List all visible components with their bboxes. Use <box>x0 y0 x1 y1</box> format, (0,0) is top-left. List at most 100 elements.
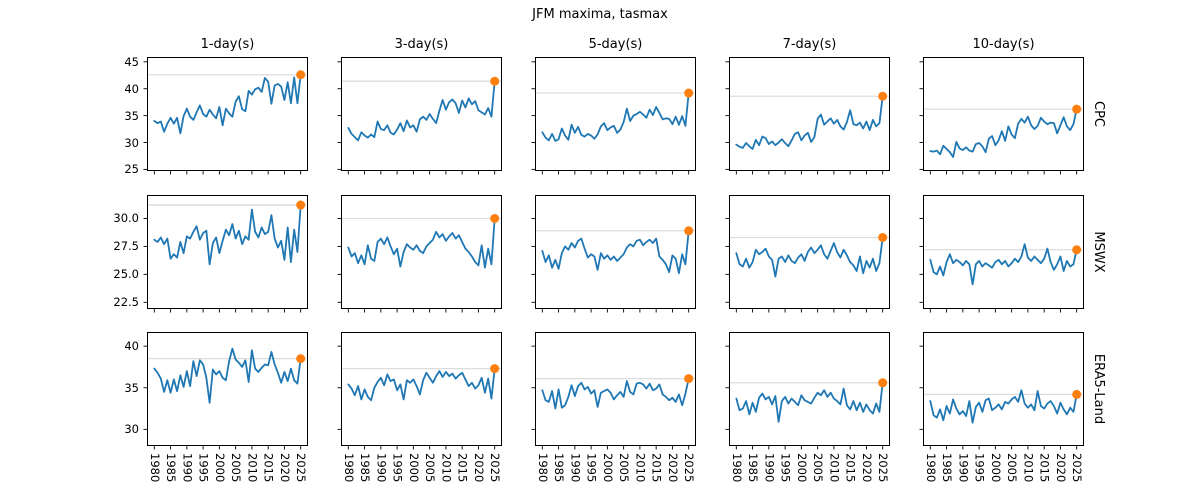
axes-frame <box>923 195 1084 309</box>
latest-point-marker <box>490 213 500 223</box>
x-tick-label: 2025 <box>682 453 697 483</box>
y-tick-label: 25 <box>124 162 139 177</box>
y-tick-label: 22.5 <box>113 295 139 310</box>
y-tick-label: 30 <box>124 422 139 437</box>
series-line <box>929 108 1078 158</box>
axes-frame <box>147 195 308 309</box>
x-tick-label: 2025 <box>1070 453 1085 483</box>
panel-cpc-10-day-s <box>919 57 1084 175</box>
panel-mswx-1-day-s <box>143 195 308 313</box>
col-title-5-day-s: 5-day(s) <box>588 37 643 52</box>
row-label-cpc: CPC <box>1091 101 1106 127</box>
y-tick-label: 25.0 <box>113 267 139 282</box>
x-tick-label: 1985 <box>552 453 567 483</box>
panel-mswx-5-day-s <box>531 195 696 313</box>
latest-point-marker <box>490 364 500 374</box>
x-tick-label: 1985 <box>940 453 955 483</box>
x-tick-label: 2000 <box>794 453 809 483</box>
series-line <box>735 95 884 150</box>
latest-point-marker <box>1072 245 1082 255</box>
x-tick-label: 1990 <box>180 453 195 483</box>
x-tick-label: 1995 <box>390 453 405 483</box>
x-tick-label: 2010 <box>439 453 454 483</box>
panel-mswx-10-day-s <box>919 195 1084 313</box>
series-line <box>153 347 302 404</box>
axes-frame <box>147 57 308 171</box>
x-tick-label: 1995 <box>972 453 987 483</box>
x-tick-label: 2020 <box>1053 453 1068 483</box>
x-tick-label: 1995 <box>778 453 793 483</box>
latest-point-marker <box>490 76 500 86</box>
panel-cpc-5-day-s <box>531 57 696 175</box>
x-tick-label: 2010 <box>633 453 648 483</box>
y-tick-label: 35 <box>124 380 139 395</box>
x-tick-label: 1985 <box>358 453 373 483</box>
series-line <box>541 229 690 275</box>
x-tick-label: 2000 <box>988 453 1003 483</box>
figure-title: JFM maxima, tasmax <box>532 7 668 22</box>
x-tick-label: 1980 <box>341 453 356 483</box>
axes-frame <box>729 57 890 171</box>
x-tick-label: 1995 <box>196 453 211 483</box>
x-tick-label: 2020 <box>277 453 292 483</box>
y-tick-label: 45 <box>124 54 139 69</box>
x-tick-label: 2020 <box>471 453 486 483</box>
y-tick-label: 27.5 <box>113 239 139 254</box>
axes-frame <box>729 195 890 309</box>
panel-era5-land-7-day-s <box>725 332 890 450</box>
latest-point-marker <box>684 88 694 98</box>
axes-frame <box>923 332 1084 446</box>
row-label-era5-land: ERA5-Land <box>1091 353 1106 425</box>
axes-frame <box>341 332 502 446</box>
x-tick-label: 2005 <box>423 453 438 483</box>
axes-frame <box>923 57 1084 171</box>
x-tick-label: 2015 <box>843 453 858 483</box>
latest-point-marker <box>684 226 694 236</box>
latest-point-marker <box>296 70 306 80</box>
series-line <box>347 80 496 142</box>
panel-cpc-7-day-s <box>725 57 890 175</box>
x-tick-label: 2005 <box>229 453 244 483</box>
x-tick-label: 1990 <box>374 453 389 483</box>
x-tick-label: 2010 <box>827 453 842 483</box>
axes-frame <box>729 332 890 446</box>
x-tick-label: 2015 <box>261 453 276 483</box>
x-tick-label: 2000 <box>406 453 421 483</box>
latest-point-marker <box>296 354 306 364</box>
latest-point-marker <box>878 378 888 388</box>
x-tick-label: 1990 <box>762 453 777 483</box>
panel-era5-land-10-day-s <box>919 332 1084 450</box>
x-tick-label: 1995 <box>584 453 599 483</box>
x-tick-label: 1980 <box>729 453 744 483</box>
col-title-7-day-s: 7-day(s) <box>782 37 837 52</box>
x-tick-label: 2025 <box>488 453 503 483</box>
x-tick-label: 2020 <box>665 453 680 483</box>
x-tick-label: 1985 <box>164 453 179 483</box>
latest-point-marker <box>878 232 888 242</box>
x-tick-label: 2020 <box>859 453 874 483</box>
latest-point-marker <box>684 374 694 384</box>
axes-frame <box>535 332 696 446</box>
row-label-mswx: MSWX <box>1091 231 1106 273</box>
series-line <box>929 243 1078 286</box>
x-tick-label: 1980 <box>147 453 162 483</box>
x-tick-label: 1980 <box>923 453 938 483</box>
panel-mswx-7-day-s <box>725 195 890 313</box>
panel-cpc-3-day-s <box>337 57 502 175</box>
series-line <box>541 377 690 410</box>
latest-point-marker <box>878 91 888 101</box>
y-tick-label: 30.0 <box>113 211 139 226</box>
axes-frame <box>147 332 308 446</box>
x-tick-label: 1990 <box>568 453 583 483</box>
col-title-10-day-s: 10-day(s) <box>972 37 1035 52</box>
x-tick-label: 2000 <box>212 453 227 483</box>
panel-era5-land-3-day-s <box>337 332 502 450</box>
col-title-1-day-s: 1-day(s) <box>200 37 255 52</box>
series-line <box>153 204 302 266</box>
series-line <box>735 236 884 278</box>
panel-mswx-3-day-s <box>337 195 502 313</box>
axes-frame <box>535 57 696 171</box>
series-line <box>347 217 496 269</box>
axes-frame <box>535 195 696 309</box>
x-tick-label: 2010 <box>245 453 260 483</box>
